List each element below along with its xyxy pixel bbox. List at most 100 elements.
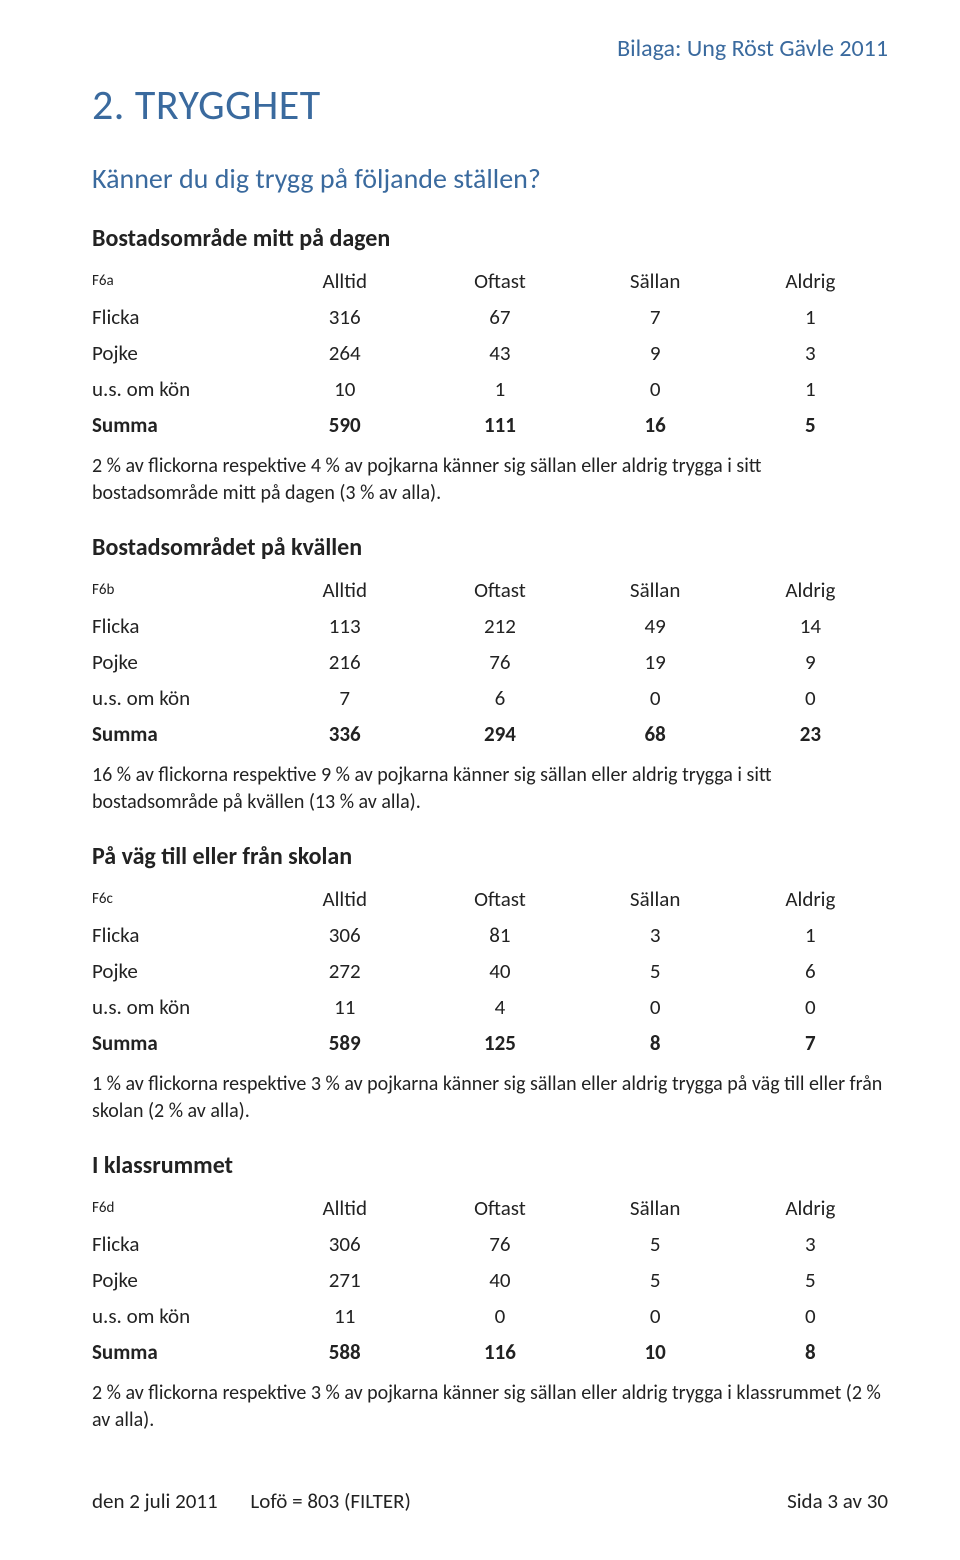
footer-page: Sida 3 av 30 — [787, 1488, 888, 1514]
cell: 11 — [267, 989, 422, 1025]
block-heading: Bostadsområdet på kvällen — [92, 533, 888, 562]
summa-cell: 336 — [267, 716, 422, 752]
summa-cell: 10 — [578, 1334, 733, 1370]
table-row: Flicka3166771 — [92, 299, 888, 335]
column-header: Sällan — [578, 1190, 733, 1226]
table-code: F6d — [92, 1190, 267, 1226]
row-label: u.s. om kön — [92, 1298, 267, 1334]
block-heading: I klassrummet — [92, 1151, 888, 1180]
row-label: Flicka — [92, 299, 267, 335]
row-label: Pojke — [92, 953, 267, 989]
column-header: Alltid — [267, 881, 422, 917]
summa-cell: 23 — [733, 716, 888, 752]
table-row: Flicka3068131 — [92, 917, 888, 953]
row-label: u.s. om kön — [92, 989, 267, 1025]
cell: 216 — [267, 644, 422, 680]
table-row: Pojke2714055 — [92, 1262, 888, 1298]
cell: 9 — [578, 335, 733, 371]
column-header: Aldrig — [733, 881, 888, 917]
summa-cell: 589 — [267, 1025, 422, 1061]
cell: 1 — [733, 299, 888, 335]
cell: 113 — [267, 608, 422, 644]
cell: 0 — [733, 989, 888, 1025]
summa-cell: 8 — [733, 1334, 888, 1370]
summa-label: Summa — [92, 716, 267, 752]
column-header: Alltid — [267, 1190, 422, 1226]
summa-cell: 68 — [578, 716, 733, 752]
summa-cell: 588 — [267, 1334, 422, 1370]
table-row: Flicka1132124914 — [92, 608, 888, 644]
summa-row: Summa3362946823 — [92, 716, 888, 752]
cell: 81 — [422, 917, 577, 953]
table-code: F6c — [92, 881, 267, 917]
cell: 19 — [578, 644, 733, 680]
page: Bilaga: Ung Röst Gävle 2011 2. TRYGGHET … — [0, 0, 960, 1560]
block-note: 1 % av flickorna respektive 3 % av pojka… — [92, 1071, 888, 1125]
cell: 0 — [422, 1298, 577, 1334]
column-header: Sällan — [578, 572, 733, 608]
cell: 0 — [578, 989, 733, 1025]
data-table: F6aAlltidOftastSällanAldrigFlicka3166771… — [92, 263, 888, 443]
block-heading: Bostadsområde mitt på dagen — [92, 224, 888, 253]
section-title: 2. TRYGGHET — [92, 80, 888, 131]
cell: 316 — [267, 299, 422, 335]
footer: den 2 juli 2011 Lofö = 803 (FILTER) Sida… — [92, 1488, 888, 1514]
summa-label: Summa — [92, 1334, 267, 1370]
footer-date: den 2 juli 2011 — [92, 1488, 218, 1514]
summa-cell: 294 — [422, 716, 577, 752]
block-heading: På väg till eller från skolan — [92, 842, 888, 871]
section-question: Känner du dig trygg på följande ställen? — [92, 161, 888, 196]
row-label: Flicka — [92, 917, 267, 953]
row-label: u.s. om kön — [92, 371, 267, 407]
cell: 0 — [578, 1298, 733, 1334]
cell: 43 — [422, 335, 577, 371]
cell: 306 — [267, 1226, 422, 1262]
cell: 9 — [733, 644, 888, 680]
row-label: Flicka — [92, 1226, 267, 1262]
cell: 5 — [733, 1262, 888, 1298]
cell: 5 — [578, 1262, 733, 1298]
table-row: u.s. om kön7600 — [92, 680, 888, 716]
row-label: Pojke — [92, 644, 267, 680]
table-row: Pojke2724056 — [92, 953, 888, 989]
cell: 3 — [733, 335, 888, 371]
column-header: Oftast — [422, 263, 577, 299]
cell: 0 — [578, 371, 733, 407]
column-header: Oftast — [422, 572, 577, 608]
cell: 6 — [422, 680, 577, 716]
row-label: Pojke — [92, 335, 267, 371]
summa-cell: 8 — [578, 1025, 733, 1061]
block-note: 2 % av flickorna respektive 4 % av pojka… — [92, 453, 888, 507]
footer-left: den 2 juli 2011 Lofö = 803 (FILTER) — [92, 1488, 439, 1514]
summa-cell: 125 — [422, 1025, 577, 1061]
table-code: F6b — [92, 572, 267, 608]
data-table: F6bAlltidOftastSällanAldrigFlicka1132124… — [92, 572, 888, 752]
data-table: F6cAlltidOftastSällanAldrigFlicka3068131… — [92, 881, 888, 1061]
cell: 76 — [422, 644, 577, 680]
column-header: Aldrig — [733, 263, 888, 299]
column-header: Alltid — [267, 263, 422, 299]
cell: 67 — [422, 299, 577, 335]
summa-cell: 111 — [422, 407, 577, 443]
table-row: Pojke2644393 — [92, 335, 888, 371]
footer-filter: Lofö = 803 (FILTER) — [250, 1488, 410, 1514]
cell: 306 — [267, 917, 422, 953]
table-row: u.s. om kön11400 — [92, 989, 888, 1025]
column-header: Sällan — [578, 263, 733, 299]
cell: 212 — [422, 608, 577, 644]
cell: 0 — [733, 680, 888, 716]
table-row: u.s. om kön10101 — [92, 371, 888, 407]
summa-cell: 16 — [578, 407, 733, 443]
summa-cell: 5 — [733, 407, 888, 443]
block-note: 16 % av flickorna respektive 9 % av pojk… — [92, 762, 888, 816]
cell: 1 — [422, 371, 577, 407]
block-note: 2 % av flickorna respektive 3 % av pojka… — [92, 1380, 888, 1434]
cell: 5 — [578, 1226, 733, 1262]
table-row: Flicka3067653 — [92, 1226, 888, 1262]
cell: 7 — [578, 299, 733, 335]
column-header: Oftast — [422, 1190, 577, 1226]
summa-cell: 7 — [733, 1025, 888, 1061]
cell: 3 — [578, 917, 733, 953]
table-block: Bostadsområde mitt på dagenF6aAlltidOfta… — [92, 224, 888, 507]
table-block: I klassrummetF6dAlltidOftastSällanAldrig… — [92, 1151, 888, 1434]
